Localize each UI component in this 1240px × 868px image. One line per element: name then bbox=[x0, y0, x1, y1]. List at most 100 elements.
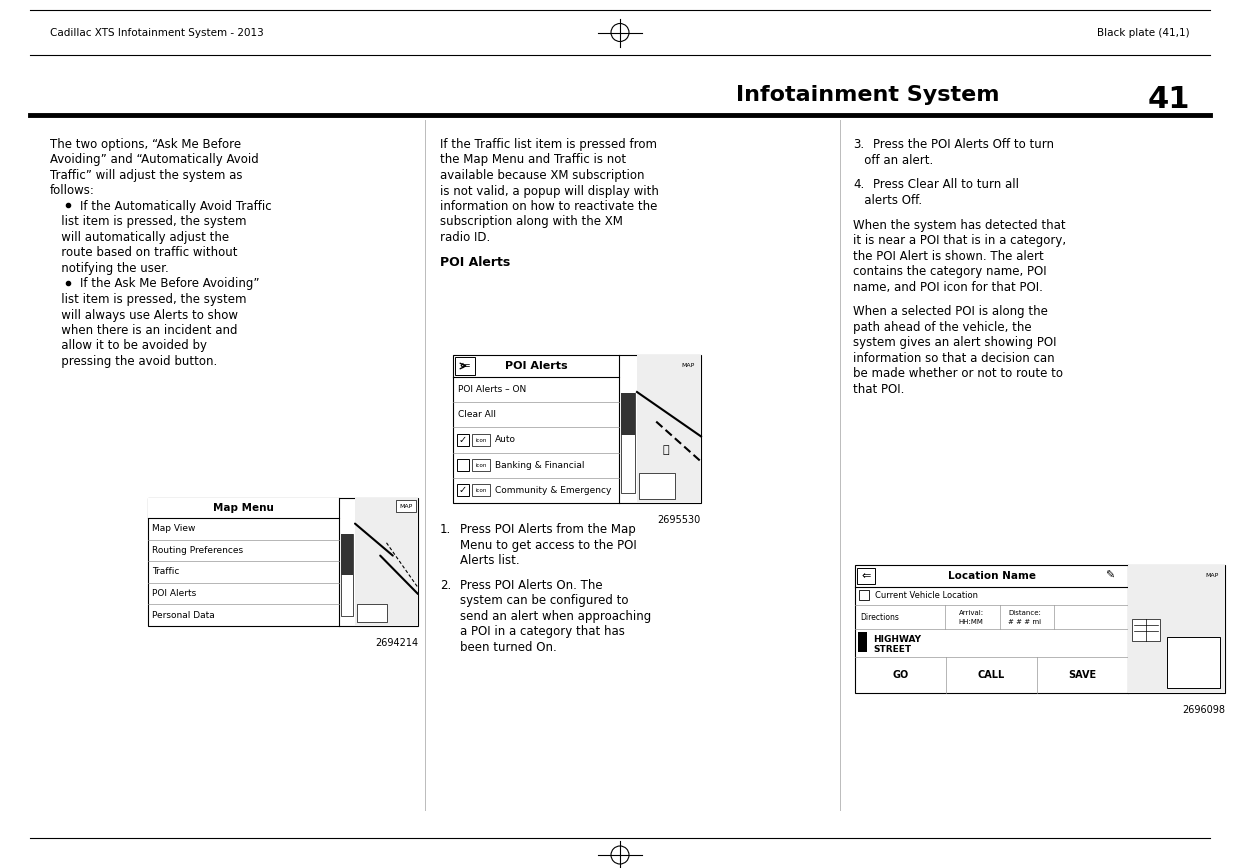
Bar bbox=[639, 473, 675, 499]
Text: STREET: STREET bbox=[873, 645, 911, 654]
Text: ⓘ: ⓘ bbox=[662, 444, 670, 455]
Text: MAP: MAP bbox=[681, 363, 694, 368]
Text: Traffic” will adjust the system as: Traffic” will adjust the system as bbox=[50, 169, 243, 182]
Text: icon: icon bbox=[475, 488, 486, 493]
Text: ✓: ✓ bbox=[459, 485, 467, 496]
Text: system can be configured to: system can be configured to bbox=[460, 595, 629, 608]
Text: the Map Menu and Traffic is not: the Map Menu and Traffic is not bbox=[440, 154, 626, 167]
Bar bbox=[859, 590, 869, 600]
Bar bbox=[341, 534, 353, 575]
Text: Menu to get access to the POI: Menu to get access to the POI bbox=[460, 538, 637, 551]
Bar bbox=[472, 459, 490, 471]
Text: it is near a POI that is in a category,: it is near a POI that is in a category, bbox=[853, 234, 1066, 247]
Bar bbox=[472, 434, 490, 446]
Polygon shape bbox=[1185, 663, 1202, 677]
Text: will automatically adjust the: will automatically adjust the bbox=[50, 231, 229, 244]
Text: is not valid, a popup will display with: is not valid, a popup will display with bbox=[440, 185, 658, 198]
Text: allow it to be avoided by: allow it to be avoided by bbox=[50, 339, 207, 352]
Text: icon: icon bbox=[475, 437, 486, 443]
Bar bbox=[677, 359, 699, 372]
Text: 41: 41 bbox=[1147, 85, 1190, 114]
Text: Avoiding” and “Automatically Avoid: Avoiding” and “Automatically Avoid bbox=[50, 154, 259, 167]
Text: SAVE: SAVE bbox=[1069, 670, 1096, 680]
Text: If the Traffic list item is pressed from: If the Traffic list item is pressed from bbox=[440, 138, 657, 151]
Bar bbox=[856, 565, 1225, 693]
Text: be made whether or not to route to: be made whether or not to route to bbox=[853, 367, 1063, 380]
Text: a POI in a category that has: a POI in a category that has bbox=[460, 625, 625, 638]
Text: POI Alerts – ON: POI Alerts – ON bbox=[458, 385, 526, 394]
Text: 2696098: 2696098 bbox=[1182, 705, 1225, 715]
Text: If the Automatically Avoid Traffic: If the Automatically Avoid Traffic bbox=[81, 200, 272, 213]
Text: If the Ask Me Before Avoiding”: If the Ask Me Before Avoiding” bbox=[81, 278, 259, 291]
Text: information so that a decision can: information so that a decision can bbox=[853, 352, 1055, 365]
Text: information on how to reactivate the: information on how to reactivate the bbox=[440, 200, 657, 213]
Bar bbox=[1167, 637, 1220, 688]
Text: When a selected POI is along the: When a selected POI is along the bbox=[853, 306, 1048, 319]
Text: pressing the avoid button.: pressing the avoid button. bbox=[50, 355, 217, 368]
Bar bbox=[1128, 565, 1225, 693]
Text: When the system has detected that: When the system has detected that bbox=[853, 219, 1065, 232]
Text: contains the category name, POI: contains the category name, POI bbox=[853, 265, 1047, 278]
Text: 1.: 1. bbox=[440, 523, 451, 536]
Text: MAP: MAP bbox=[399, 503, 413, 509]
Bar bbox=[637, 355, 701, 503]
Text: Press POI Alerts from the Map: Press POI Alerts from the Map bbox=[460, 523, 636, 536]
Bar bbox=[858, 632, 867, 652]
Text: ✓: ✓ bbox=[459, 435, 467, 445]
Text: ⇐: ⇐ bbox=[862, 571, 870, 581]
Text: CALL: CALL bbox=[978, 670, 1006, 680]
Text: name, and POI icon for that POI.: name, and POI icon for that POI. bbox=[853, 280, 1043, 293]
Text: system gives an alert showing POI: system gives an alert showing POI bbox=[853, 337, 1056, 350]
Bar bbox=[1202, 569, 1223, 582]
Text: 3.: 3. bbox=[853, 138, 864, 151]
Text: Infotainment System: Infotainment System bbox=[737, 85, 999, 105]
Text: Distance:: Distance: bbox=[1008, 610, 1040, 616]
Text: Map Menu: Map Menu bbox=[213, 503, 274, 513]
Bar bbox=[357, 604, 387, 622]
Bar bbox=[621, 393, 635, 493]
Text: notifying the user.: notifying the user. bbox=[50, 262, 169, 275]
Text: 2694214: 2694214 bbox=[374, 638, 418, 648]
Text: ⇐: ⇐ bbox=[460, 359, 470, 372]
Text: Press POI Alerts On. The: Press POI Alerts On. The bbox=[460, 579, 603, 592]
Text: the POI Alert is shown. The alert: the POI Alert is shown. The alert bbox=[853, 250, 1044, 263]
Text: Directions: Directions bbox=[861, 613, 899, 621]
Text: Routing Preferences: Routing Preferences bbox=[153, 546, 243, 555]
Bar bbox=[341, 534, 353, 616]
Text: been turned On.: been turned On. bbox=[460, 641, 557, 654]
Text: Map View: Map View bbox=[153, 524, 196, 533]
Text: 2695530: 2695530 bbox=[657, 515, 701, 525]
Bar bbox=[857, 568, 875, 584]
Text: available because XM subscription: available because XM subscription bbox=[440, 169, 645, 182]
Text: The two options, “Ask Me Before: The two options, “Ask Me Before bbox=[50, 138, 241, 151]
Text: MAP: MAP bbox=[1205, 573, 1219, 578]
Text: POI Alerts: POI Alerts bbox=[440, 256, 510, 269]
Text: path ahead of the vehicle, the: path ahead of the vehicle, the bbox=[853, 321, 1032, 334]
Bar bbox=[1132, 619, 1159, 641]
Text: POI Alerts: POI Alerts bbox=[505, 361, 568, 371]
Bar bbox=[458, 434, 469, 446]
Bar bbox=[453, 355, 701, 503]
Text: subscription along with the XM: subscription along with the XM bbox=[440, 215, 622, 228]
Text: Traffic: Traffic bbox=[153, 568, 180, 576]
Text: off an alert.: off an alert. bbox=[853, 154, 934, 167]
Text: Press Clear All to turn all: Press Clear All to turn all bbox=[873, 178, 1019, 191]
Text: Banking & Financial: Banking & Financial bbox=[495, 461, 584, 470]
Text: HIGHWAY: HIGHWAY bbox=[873, 635, 921, 644]
Text: icon: icon bbox=[475, 463, 486, 468]
Text: send an alert when approaching: send an alert when approaching bbox=[460, 610, 651, 623]
Text: Black plate (41,1): Black plate (41,1) bbox=[1097, 28, 1190, 37]
Text: Current Vehicle Location: Current Vehicle Location bbox=[875, 591, 978, 601]
Text: when there is an incident and: when there is an incident and bbox=[50, 324, 238, 337]
Polygon shape bbox=[342, 524, 352, 532]
Text: Auto: Auto bbox=[495, 436, 516, 444]
Text: GO: GO bbox=[893, 670, 909, 680]
Text: Location Name: Location Name bbox=[947, 571, 1035, 581]
Text: 4.: 4. bbox=[853, 178, 864, 191]
Bar bbox=[355, 498, 418, 626]
Text: Arrival:: Arrival: bbox=[959, 610, 983, 616]
Text: alerts Off.: alerts Off. bbox=[853, 194, 923, 207]
Text: HH:MM: HH:MM bbox=[959, 619, 983, 625]
Bar bbox=[455, 357, 475, 375]
Text: Press the POI Alerts Off to turn: Press the POI Alerts Off to turn bbox=[873, 138, 1054, 151]
